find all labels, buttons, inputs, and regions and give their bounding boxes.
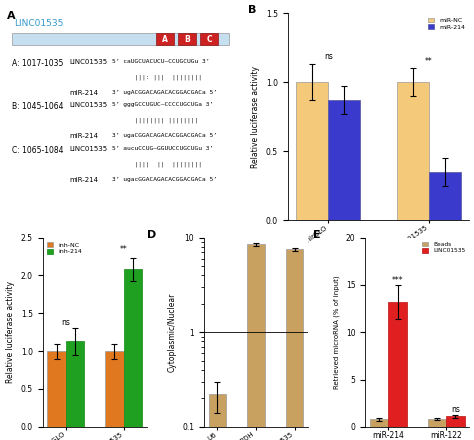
Bar xyxy=(286,249,303,440)
Text: C: C xyxy=(206,35,212,44)
Bar xyxy=(328,100,360,220)
FancyBboxPatch shape xyxy=(12,33,229,45)
Text: 5’ caUGCUACUCU—CCUGCUGu 3’: 5’ caUGCUACUCU—CCUGCUGu 3’ xyxy=(111,59,209,64)
Text: 3’ ugACGGACAGACACGGACGACa 5’: 3’ ugACGGACAGACACGGACGACa 5’ xyxy=(111,90,217,95)
Bar xyxy=(47,351,66,427)
Text: B: 1045-1064: B: 1045-1064 xyxy=(12,102,63,111)
Bar xyxy=(388,302,407,427)
Bar xyxy=(429,172,461,220)
Text: miR-214: miR-214 xyxy=(69,176,99,183)
Text: E: E xyxy=(313,230,321,240)
Text: ||||  ||  ||||||||: |||| || |||||||| xyxy=(111,161,201,167)
Text: 3’ ugacGGACAGACACGGACGACa 5’: 3’ ugacGGACAGACACGGACGACa 5’ xyxy=(111,176,217,182)
Bar xyxy=(428,419,446,427)
Text: ns: ns xyxy=(324,52,333,62)
Text: D: D xyxy=(147,230,156,240)
Bar xyxy=(178,33,196,45)
Text: B: B xyxy=(184,35,190,44)
Bar xyxy=(446,416,465,427)
Text: |||||||| ||||||||: |||||||| |||||||| xyxy=(111,117,198,123)
Bar xyxy=(156,33,173,45)
Text: 5’ gggGCCUGUC—CCCCUGCUGa 3’: 5’ gggGCCUGUC—CCCCUGCUGa 3’ xyxy=(111,102,213,107)
Bar xyxy=(370,419,388,427)
Y-axis label: Retrieved microRNA (% of input): Retrieved microRNA (% of input) xyxy=(334,275,340,389)
Legend: Beads, LINC01535: Beads, LINC01535 xyxy=(421,241,466,254)
Bar xyxy=(209,394,226,440)
Text: A: A xyxy=(7,11,16,21)
Text: ***: *** xyxy=(392,276,403,285)
Y-axis label: Relative luciferase activity: Relative luciferase activity xyxy=(6,281,15,383)
Bar xyxy=(66,341,84,427)
Text: 3’ ugaCGGACAGACACGGACGACa 5’: 3’ ugaCGGACAGACACGGACGACa 5’ xyxy=(111,133,217,138)
Text: A: A xyxy=(162,35,168,44)
Text: LINC01535: LINC01535 xyxy=(69,146,108,151)
Bar xyxy=(200,33,218,45)
Text: **: ** xyxy=(425,57,433,66)
Text: ns: ns xyxy=(451,405,460,414)
Text: miR-214: miR-214 xyxy=(69,133,99,139)
Bar xyxy=(124,269,142,427)
Text: B: B xyxy=(248,5,256,15)
Text: miR-214: miR-214 xyxy=(69,90,99,96)
Legend: miR-NC, miR-214: miR-NC, miR-214 xyxy=(427,16,466,31)
Text: C: 1065-1084: C: 1065-1084 xyxy=(12,146,63,154)
Bar xyxy=(296,82,328,220)
Text: LINC01535: LINC01535 xyxy=(14,19,64,29)
Text: A: 1017-1035: A: 1017-1035 xyxy=(12,59,63,68)
Text: LINC01535: LINC01535 xyxy=(69,59,108,65)
Bar xyxy=(397,82,429,220)
Y-axis label: Cytoplasmic/Nuclear: Cytoplasmic/Nuclear xyxy=(168,293,177,372)
Text: |||: |||  ||||||||: |||: ||| |||||||| xyxy=(111,74,201,80)
Bar xyxy=(105,351,124,427)
Bar xyxy=(247,244,264,440)
Text: 5’ aucuCCUG—GGUUCCUGCUGu 3’: 5’ aucuCCUG—GGUUCCUGCUGu 3’ xyxy=(111,146,213,150)
Legend: inh-NC, inh-214: inh-NC, inh-214 xyxy=(46,241,83,256)
Text: LINC01535: LINC01535 xyxy=(69,102,108,108)
Y-axis label: Relative luciferase activity: Relative luciferase activity xyxy=(251,66,260,168)
Text: ns: ns xyxy=(62,318,70,327)
Text: **: ** xyxy=(119,245,128,254)
